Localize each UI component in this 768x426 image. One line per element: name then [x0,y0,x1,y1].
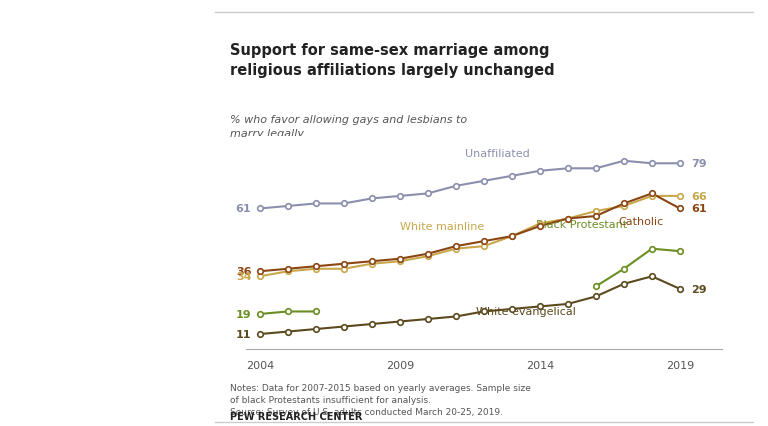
Text: 61: 61 [236,204,251,214]
Text: 79: 79 [691,159,707,169]
Text: White evangelical: White evangelical [476,307,576,317]
Text: 29: 29 [691,284,707,294]
Text: % who favor allowing gays and lesbians to
marry legally: % who favor allowing gays and lesbians t… [230,115,468,139]
Text: 66: 66 [691,191,707,201]
Text: Notes: Data for 2007-2015 based on yearly averages. Sample size
of black Protest: Notes: Data for 2007-2015 based on yearl… [230,383,531,416]
Text: White mainline: White mainline [399,222,484,232]
Text: Unaffiliated: Unaffiliated [465,149,530,159]
Text: Catholic: Catholic [618,216,664,227]
Text: 11: 11 [236,329,251,339]
Text: Support for same-sex marriage among
religious affiliations largely unchanged: Support for same-sex marriage among reli… [230,43,555,77]
Text: 36: 36 [236,267,251,276]
Text: 61: 61 [691,204,707,214]
Text: Black Protestant: Black Protestant [536,219,627,229]
Text: PEW RESEARCH CENTER: PEW RESEARCH CENTER [230,411,362,421]
Text: 34: 34 [236,272,251,282]
Text: 19: 19 [236,309,251,319]
